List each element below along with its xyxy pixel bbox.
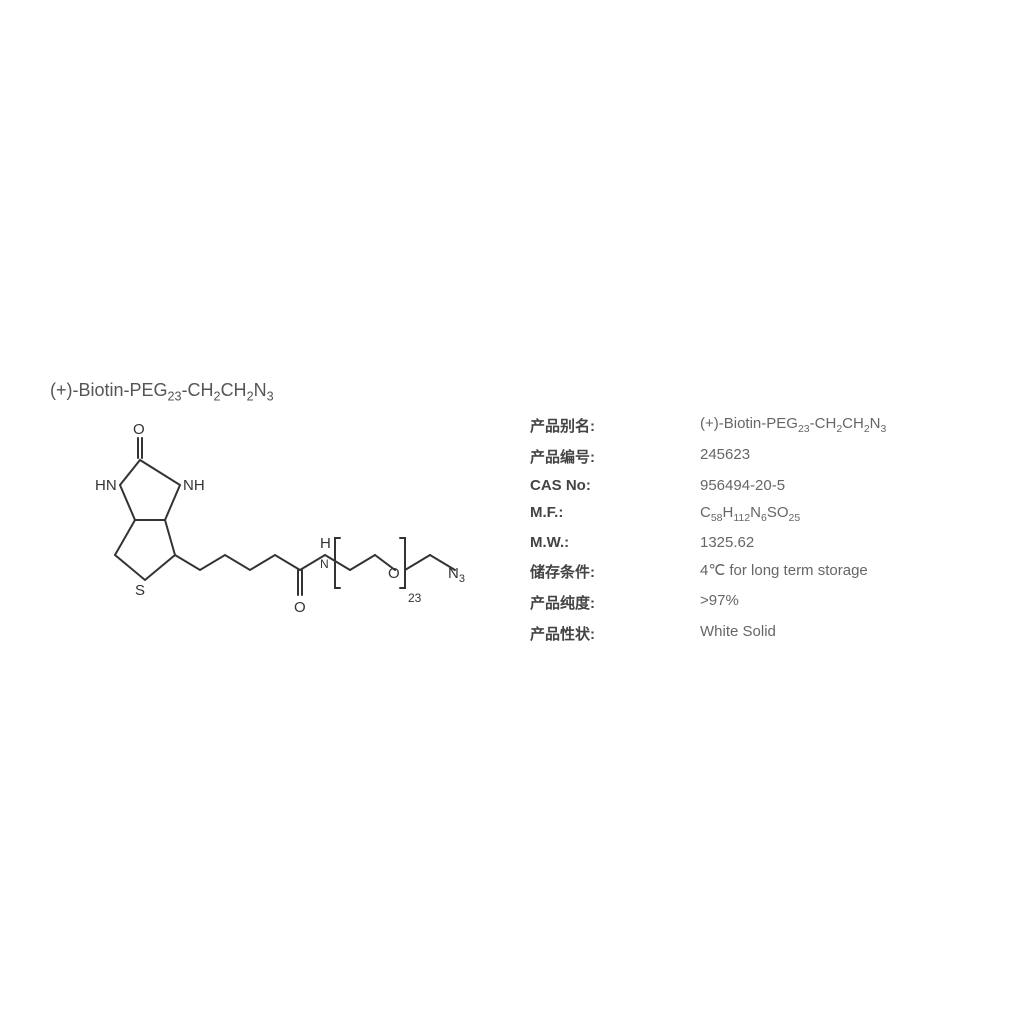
property-label: 产品编号: (530, 446, 700, 467)
svg-text:N3: N3 (448, 565, 465, 585)
svg-text:O: O (388, 565, 400, 582)
property-row: 产品纯度:>97% (530, 592, 1000, 613)
property-row: 产品别名:(+)-Biotin-PEG23-CH2CH2N3 (530, 415, 1000, 436)
property-label: M.W.: (530, 534, 700, 551)
property-row: 储存条件:4℃ for long term storage (530, 561, 1000, 582)
property-value: >97% (700, 592, 1000, 613)
property-row: CAS No:956494-20-5 (530, 477, 1000, 494)
property-row: M.W.:1325.62 (530, 534, 1000, 551)
svg-text:S: S (135, 582, 145, 599)
property-row: M.F.:C58H112N6SO25 (530, 504, 1000, 524)
property-value: White Solid (700, 623, 1000, 644)
compound-title: (+)-Biotin-PEG23-CH2CH2N3 (50, 380, 274, 404)
property-label: 产品别名: (530, 415, 700, 436)
svg-text:NH: NH (183, 477, 205, 494)
property-label: 产品性状: (530, 623, 700, 644)
property-label: 储存条件: (530, 561, 700, 582)
property-label: CAS No: (530, 477, 700, 494)
svg-text:HN: HN (95, 477, 117, 494)
property-value: C58H112N6SO25 (700, 504, 1000, 524)
svg-text:N: N (320, 557, 329, 571)
svg-text:O: O (133, 421, 145, 438)
property-value: 1325.62 (700, 534, 1000, 551)
svg-text:23: 23 (408, 591, 422, 605)
property-value: (+)-Biotin-PEG23-CH2CH2N3 (700, 415, 1000, 436)
property-row: 产品编号:245623 (530, 446, 1000, 467)
svg-text:H: H (320, 535, 331, 552)
property-label: M.F.: (530, 504, 700, 524)
property-label: 产品纯度: (530, 592, 700, 613)
svg-text:O: O (294, 599, 306, 616)
chemical-structure-diagram: O HN NH S O H N O 23 N3 (50, 420, 470, 660)
property-value: 4℃ for long term storage (700, 561, 1000, 582)
property-value: 956494-20-5 (700, 477, 1000, 494)
property-row: 产品性状:White Solid (530, 623, 1000, 644)
properties-table: 产品别名:(+)-Biotin-PEG23-CH2CH2N3产品编号:24562… (530, 415, 1000, 654)
property-value: 245623 (700, 446, 1000, 467)
